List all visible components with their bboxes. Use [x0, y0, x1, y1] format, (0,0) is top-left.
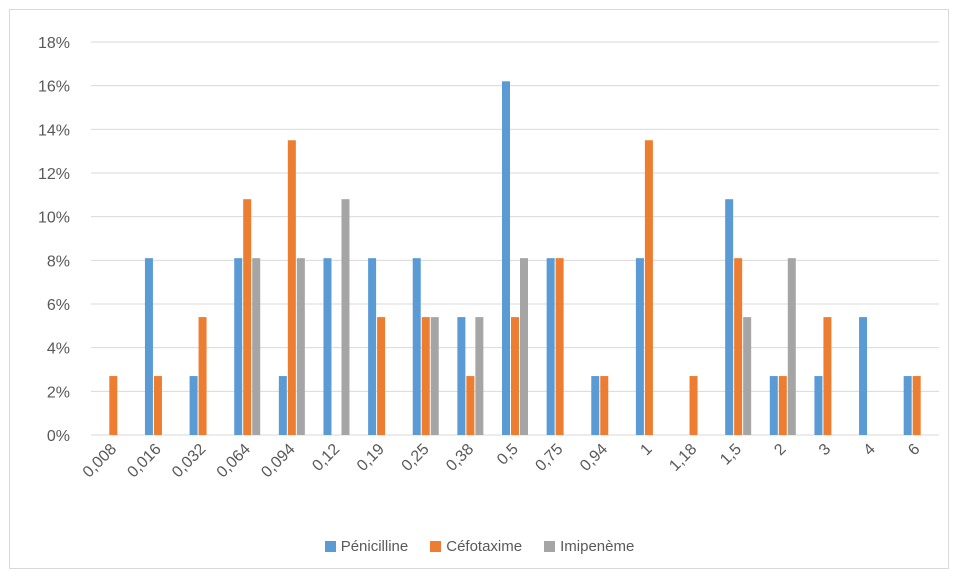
bar-céfotaxime-0,25 [421, 317, 430, 435]
bar-céfotaxime-0,5 [511, 317, 519, 435]
bar-imipenème-1,5 [743, 317, 752, 435]
y-tick-label: 6% [47, 297, 70, 314]
bar-pénicilline-4 [859, 317, 868, 435]
bar-pénicilline-0,25 [412, 258, 421, 435]
bar-céfotaxime-0,032 [198, 317, 207, 435]
bar-imipenème-0,064 [252, 258, 261, 435]
bar-céfotaxime-0,94 [600, 376, 609, 435]
bar-pénicilline-0,5 [502, 81, 510, 436]
x-tick-label: 6 [905, 441, 923, 459]
chart-legend: Pénicilline Céfotaxime Imipenème [0, 538, 959, 555]
bar-imipenème-0,38 [475, 317, 484, 435]
bar-céfotaxime-0,064 [243, 199, 252, 435]
x-tick-label: 4 [861, 441, 879, 459]
bar-pénicilline-0,94 [591, 376, 600, 435]
bar-pénicilline-1,5 [725, 199, 734, 435]
y-tick-label: 4% [47, 341, 70, 358]
bars [109, 81, 921, 436]
bar-imipenème-0,25 [430, 317, 439, 435]
x-tick-label: 0,38 [443, 441, 477, 475]
y-tick-label: 10% [38, 210, 70, 227]
bar-céfotaxime-1,5 [734, 258, 743, 435]
bar-céfotaxime-0,094 [287, 140, 296, 435]
bar-céfotaxime-1,18 [689, 376, 698, 435]
legend-item: Imipenème [544, 538, 634, 555]
legend-label: Pénicilline [340, 538, 409, 555]
bar-pénicilline-0,75 [546, 258, 555, 435]
x-tick-label: 2 [771, 441, 789, 459]
legend-item: Céfotaxime [430, 538, 522, 555]
bar-pénicilline-2 [769, 376, 778, 435]
legend-item: Pénicilline [324, 538, 409, 555]
x-tick-label: 0,94 [577, 441, 611, 475]
bar-pénicilline-1 [635, 258, 644, 435]
bar-céfotaxime-0,016 [153, 376, 162, 435]
bar-pénicilline-0,064 [234, 258, 243, 435]
bar-pénicilline-0,38 [457, 317, 466, 435]
bar-imipenème-0,094 [296, 258, 305, 435]
x-tick-label: 1,5 [717, 441, 745, 469]
bar-céfotaxime-1 [644, 140, 653, 435]
legend-swatch [544, 541, 556, 552]
bar-imipenème-0,5 [520, 258, 528, 435]
y-tick-label: 18% [38, 35, 70, 52]
legend-swatch [430, 541, 442, 552]
x-tick-label: 1 [637, 441, 655, 459]
x-tick-label: 0,19 [354, 441, 388, 475]
bar-imipenème-2 [787, 258, 796, 435]
x-tick-label: 0,12 [309, 441, 343, 475]
y-tick-label: 16% [38, 79, 70, 96]
bar-imipenème-0,12 [341, 199, 350, 435]
x-tick-label: 0,016 [124, 441, 164, 481]
x-tick-label: 0,094 [258, 441, 298, 481]
bar-pénicilline-0,016 [144, 258, 153, 435]
x-tick-label: 0,032 [169, 441, 209, 481]
x-tick-label: 0,5 [494, 441, 522, 469]
legend-swatch [324, 541, 336, 552]
y-tick-label: 8% [47, 253, 70, 270]
gridlines [91, 41, 939, 436]
bar-pénicilline-3 [814, 376, 823, 435]
bar-céfotaxime-0,19 [377, 317, 386, 435]
y-tick-label: 12% [38, 166, 70, 183]
y-tick-label: 0% [47, 428, 70, 445]
legend-label: Céfotaxime [446, 538, 523, 555]
y-tick-label: 14% [38, 122, 70, 139]
bar-céfotaxime-6 [912, 376, 921, 435]
legend-label: Imipenème [560, 538, 635, 555]
bar-céfotaxime-0,38 [466, 376, 475, 435]
bar-pénicilline-0,094 [278, 376, 287, 435]
bar-pénicilline-0,032 [189, 376, 198, 435]
bar-pénicilline-0,19 [368, 258, 377, 435]
bar-céfotaxime-0,75 [555, 258, 564, 435]
x-tick-label: 0,75 [532, 441, 566, 475]
x-tick-label: 0,064 [214, 441, 254, 481]
bar-céfotaxime-2 [778, 376, 787, 435]
x-tick-label: 3 [816, 441, 834, 459]
bar-céfotaxime-3 [823, 317, 832, 435]
y-axis-ticks: 0% 2% 4% 6% 8% 10% 12% 14% 16% 18% [38, 35, 70, 445]
y-tick-label: 2% [47, 384, 70, 401]
x-tick-label: 0,25 [399, 441, 433, 475]
x-axis-ticks: 0,008 0,016 0,032 0,064 0,094 0,12 0,19 0,25 0,3… [80, 441, 924, 481]
x-tick-label: 0,008 [80, 441, 120, 481]
bar-pénicilline-0,12 [323, 258, 332, 435]
bar-pénicilline-6 [903, 376, 912, 435]
bar-céfotaxime-0,008 [109, 376, 118, 435]
x-tick-label: 1,18 [666, 441, 700, 475]
